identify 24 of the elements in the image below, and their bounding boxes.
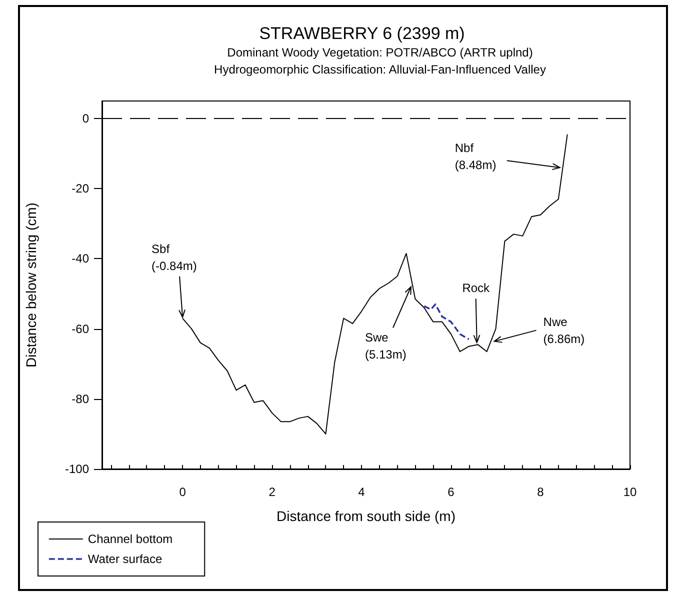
legend-label: Water surface [88,552,162,566]
annotation: Sbf (-0.84m) [152,242,197,273]
line-series [423,303,470,340]
x-tick-label: 4 [358,485,366,499]
annotation: Rock [462,281,491,296]
chart-subtitle: Dominant Woody Vegetation: POTR/ABCO (ARTR uplnd) Hydrogeomorphic Classification: Alluvial-Fan-Influenced Valley [214,46,546,76]
x-tick-label: 10 [623,485,637,499]
x-tick-label: 0 [179,485,186,499]
y-tick-label: -20 [72,182,90,196]
y-tick-label: -40 [72,252,90,266]
annotation: Nwe (6.86m) [543,314,585,346]
y-tick-label: -60 [72,322,90,336]
x-axis-title: Distance from south side (m) [276,508,456,524]
chart-title: STRAWBERRY 6 (2399 m) [259,24,465,43]
y-tick-label: 0 [82,112,90,126]
legend-label: Channel bottom [88,532,173,546]
y-axis-title: Distance below string (cm) [23,202,39,368]
x-tick-label: 2 [268,485,276,499]
x-tick-label: 6 [448,485,455,499]
y-tick-label: -80 [72,392,90,406]
annotation: Swe (5.13m) [364,330,406,362]
x-tick-label: 8 [537,485,544,499]
y-tick-label: -100 [64,462,90,476]
annotation: Nbf (8.48m) [454,141,496,172]
